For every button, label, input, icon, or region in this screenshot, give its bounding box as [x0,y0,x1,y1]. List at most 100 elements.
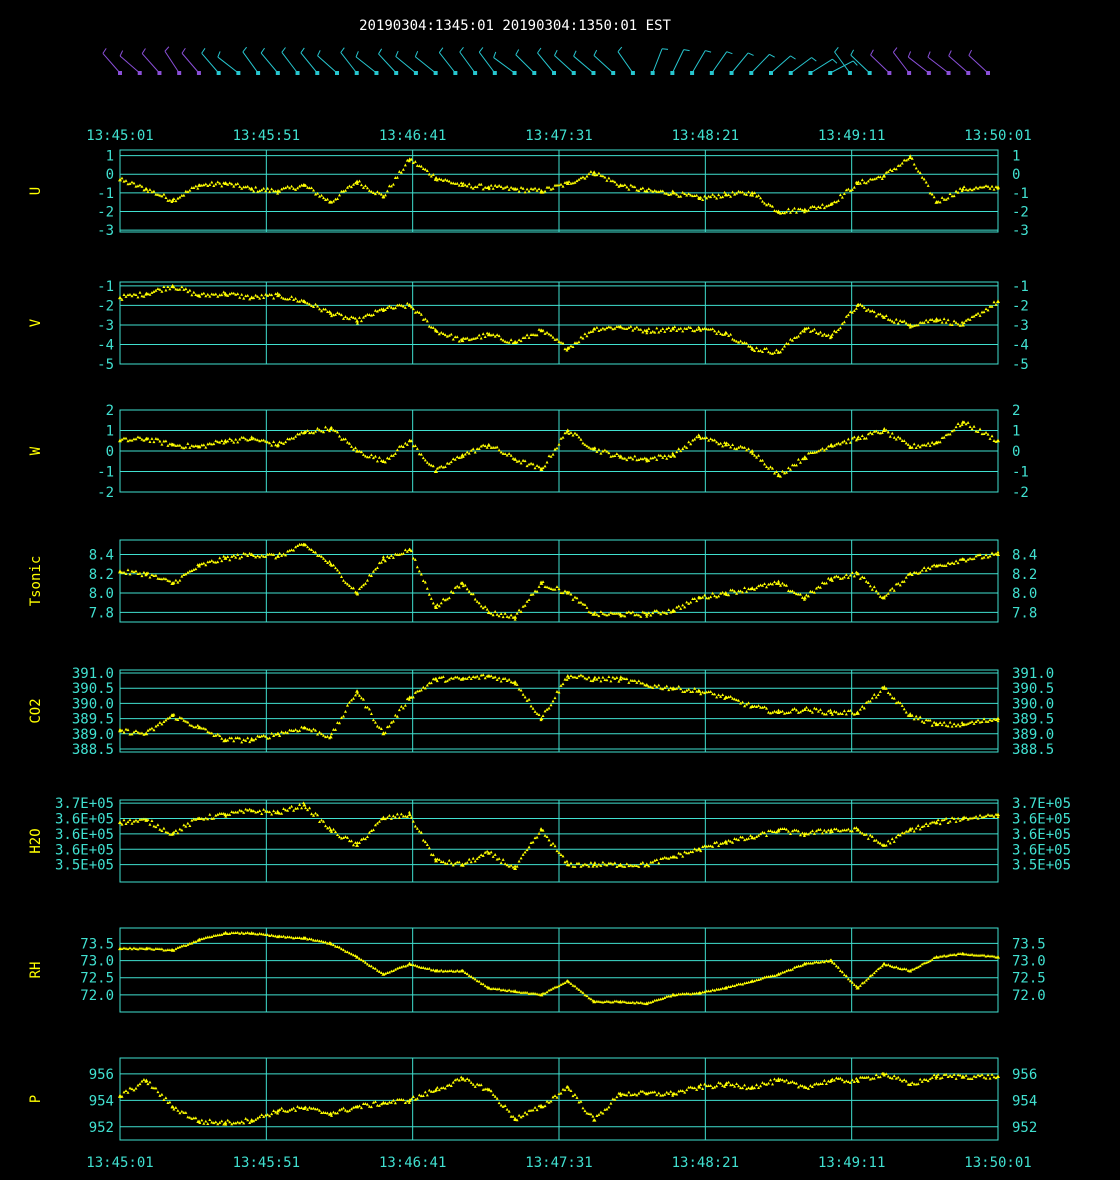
data-point [892,696,896,700]
wind-barb-flag [892,47,898,53]
data-point [918,1077,922,1081]
data-point [387,556,391,560]
data-point [737,189,741,193]
anchor-point [144,946,149,951]
data-point [425,843,429,846]
data-point [238,931,242,935]
data-point [721,693,725,697]
data-point [617,454,621,457]
data-point [749,834,753,837]
left-tick-label: 0 [106,444,114,460]
data-point [166,948,170,951]
data-point [437,969,441,973]
anchor-point [855,571,860,576]
data-point [222,554,226,558]
data-point [479,336,483,340]
wind-barb-shaft [281,51,298,74]
data-point [992,300,996,304]
data-point [286,1109,290,1113]
data-point [276,191,280,195]
data-point [731,840,735,844]
anchor-point [328,734,333,739]
data-point [395,714,399,718]
data-point [148,575,152,579]
data-point [160,289,164,293]
data-point [800,1084,804,1088]
data-point [651,189,655,193]
left-tick-label: 73.0 [80,954,114,970]
data-point [320,554,324,558]
data-point [980,1073,984,1076]
data-point [962,185,966,189]
data-point [338,835,341,839]
data-point [365,578,369,582]
data-point [930,723,934,727]
wind-barb-shaft [217,56,239,74]
data-point [705,196,709,200]
data-point [745,341,749,345]
data-point [262,733,266,737]
data-point [246,1118,250,1122]
right-tick-label: -1 [1012,279,1029,295]
wind-barb-flag [834,46,839,53]
data-point [367,455,371,459]
data-point [517,990,521,994]
data-point [719,591,723,595]
data-point [176,831,180,835]
data-point [663,1092,667,1096]
data-point [314,811,318,815]
data-point [956,722,960,726]
data-point [547,586,551,590]
data-point [126,1090,130,1094]
data-point [517,338,521,342]
data-point [994,718,998,721]
data-point [160,442,164,446]
data-point [300,806,304,810]
data-point [391,719,395,723]
data-point [158,947,162,951]
left-tick-label: 1 [106,149,114,165]
data-point [978,553,982,556]
data-point [687,192,691,196]
wind-barb-station [769,71,773,75]
anchor-point [776,350,781,354]
left-tick-label: 388.5 [72,742,114,758]
data-point [361,583,365,587]
data-point [904,967,908,971]
data-point [625,862,629,866]
data-point [503,1104,507,1107]
data-point [132,1088,136,1092]
data-point [519,856,523,860]
data-point [639,615,643,618]
data-point [415,447,419,450]
data-point [595,326,599,329]
data-point [314,302,318,306]
data-point [705,436,709,440]
data-point [717,193,721,197]
data-point [176,718,180,722]
top-time-label: 13:45:51 [233,128,300,144]
data-point [988,718,992,722]
data-point [142,947,146,951]
data-point [810,451,814,454]
data-point [816,709,820,713]
data-point [892,320,896,324]
data-point [142,438,146,442]
data-point [942,720,946,724]
data-point [254,932,258,936]
data-point [367,707,371,711]
data-point [675,1092,679,1096]
data-point [150,726,154,730]
data-point [725,593,729,597]
data-point [338,193,341,197]
data-point [747,701,751,705]
data-point [665,684,669,688]
data-point [485,331,489,335]
data-point [413,311,417,314]
anchor-point [644,457,649,461]
right-tick-label: 389.5 [1012,712,1054,728]
data-point [561,982,565,985]
data-point [324,425,328,429]
anchor-point [960,951,965,956]
data-point [501,1105,505,1108]
